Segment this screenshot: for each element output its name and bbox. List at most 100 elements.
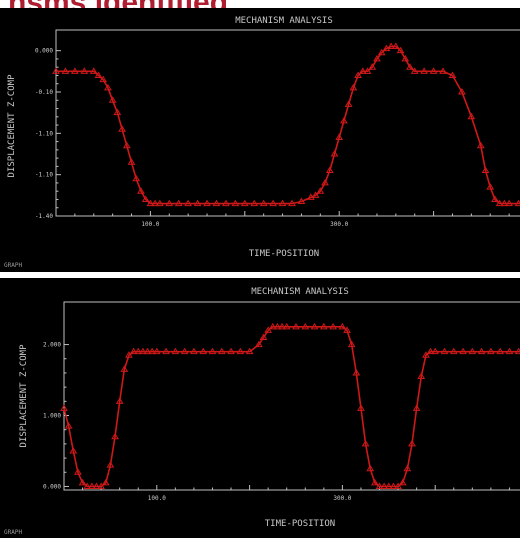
data-point-marker xyxy=(70,67,79,74)
data-point-marker xyxy=(495,199,504,207)
data-point-marker xyxy=(83,482,92,489)
data-point-marker xyxy=(486,183,495,190)
data-point-marker xyxy=(422,351,430,358)
data-point-marker xyxy=(129,347,138,355)
plot-frame xyxy=(63,301,520,491)
data-point-marker xyxy=(410,67,419,74)
data-point-marker xyxy=(357,404,365,411)
chart-panel-bottom: MECHANISM ANALYSIS DISPLACEMENT Z-COMP T… xyxy=(0,278,520,538)
data-point-marker xyxy=(80,67,89,74)
data-point-marker xyxy=(391,42,400,50)
y-tick-label: -1.40 xyxy=(35,213,53,220)
data-point-marker xyxy=(108,96,117,103)
data-point-marker xyxy=(440,347,449,355)
data-point-marker xyxy=(319,322,328,330)
data-point-marker xyxy=(143,347,152,355)
data-point-marker xyxy=(335,133,344,140)
data-point-marker xyxy=(278,199,287,207)
data-point-marker xyxy=(420,67,429,74)
data-point-marker xyxy=(155,199,164,207)
x-tick-label: 300.0 xyxy=(333,495,351,502)
data-point-marker xyxy=(394,482,402,489)
y-tick-label: 0.000 xyxy=(35,48,53,55)
data-point-marker xyxy=(349,83,358,91)
chart-title: MECHANISM ANALYSIS xyxy=(251,287,349,297)
data-point-marker xyxy=(330,150,339,157)
data-point-marker xyxy=(171,347,180,355)
data-point-marker xyxy=(459,347,467,355)
data-point-marker xyxy=(60,404,68,411)
y-tick-label: -1.10 xyxy=(35,172,53,179)
data-point-marker xyxy=(321,178,329,186)
data-point-marker xyxy=(141,195,150,202)
y-axis-label: DISPLACEMENT Z-COMP xyxy=(7,74,17,178)
data-point-marker xyxy=(138,347,147,355)
data-point-marker xyxy=(190,347,198,355)
data-point-marker xyxy=(417,372,426,379)
data-point-marker xyxy=(227,347,235,355)
data-point-marker xyxy=(368,63,377,70)
data-point-marker xyxy=(380,482,389,489)
data-point-marker xyxy=(477,347,486,355)
data-point-marker xyxy=(222,199,230,207)
data-point-marker xyxy=(361,439,370,447)
data-point-marker xyxy=(137,187,145,194)
data-point-marker xyxy=(481,166,490,174)
data-point-marker xyxy=(125,351,133,358)
data-point-marker xyxy=(240,199,249,207)
data-point-marker xyxy=(297,197,306,205)
data-point-marker xyxy=(412,404,421,411)
data-point-marker xyxy=(403,464,412,472)
x-tick-label: 100.0 xyxy=(141,221,159,228)
data-point-marker xyxy=(458,88,466,95)
data-point-marker xyxy=(325,166,334,174)
plot-frame xyxy=(55,29,520,217)
data-point-marker xyxy=(236,347,245,355)
data-point-marker xyxy=(106,461,115,468)
data-point-marker xyxy=(370,478,379,486)
data-point-marker xyxy=(338,322,347,330)
data-point-marker xyxy=(193,199,202,207)
data-point-marker xyxy=(505,347,514,355)
y-tick-label: -1.10 xyxy=(35,130,53,137)
data-point-marker xyxy=(165,199,174,207)
data-point-marker xyxy=(99,75,108,83)
data-point-marker xyxy=(292,322,300,330)
data-point-marker xyxy=(64,422,73,429)
data-point-marker xyxy=(250,199,259,207)
data-point-marker xyxy=(486,347,495,355)
data-point-marker xyxy=(174,199,183,207)
data-point-marker xyxy=(146,199,155,207)
graph-label: GRAPH xyxy=(4,529,22,536)
x-axis-label: TIME-POSITION xyxy=(265,519,335,529)
data-point-marker xyxy=(61,67,70,74)
data-point-marker xyxy=(74,468,82,475)
data-point-marker xyxy=(245,347,254,355)
data-point-marker xyxy=(278,322,286,330)
data-point-marker xyxy=(496,347,505,355)
chart-title: MECHANISM ANALYSIS xyxy=(235,16,333,26)
data-point-marker xyxy=(310,322,319,330)
data-point-marker xyxy=(467,112,476,120)
data-point-marker xyxy=(264,326,273,333)
graph-label: GRAPH xyxy=(4,262,22,269)
y-tick-label: 2.000 xyxy=(43,342,61,349)
data-point-marker xyxy=(162,347,170,355)
data-point-marker xyxy=(115,397,124,404)
data-point-marker xyxy=(104,83,112,91)
series-line xyxy=(56,45,520,205)
data-point-marker xyxy=(151,199,160,207)
data-point-marker xyxy=(180,347,189,355)
data-point-marker xyxy=(212,199,221,207)
data-point-marker xyxy=(347,340,356,348)
data-point-marker xyxy=(398,478,407,486)
data-point-marker xyxy=(426,347,435,355)
y-tick-label: 1.000 xyxy=(43,413,61,420)
data-point-marker xyxy=(111,432,119,440)
data-point-marker xyxy=(203,199,211,207)
data-point-marker xyxy=(87,482,96,489)
data-point-marker xyxy=(377,48,386,56)
data-point-marker xyxy=(208,347,217,355)
data-point-marker xyxy=(344,100,353,107)
data-point-marker xyxy=(316,187,325,194)
